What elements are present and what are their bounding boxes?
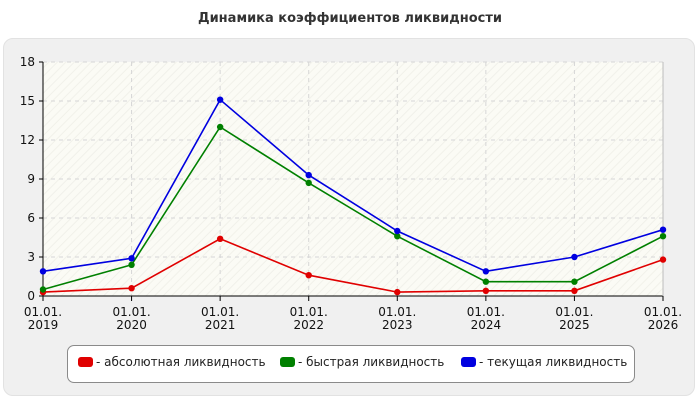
y-tick-label: 0 — [27, 289, 35, 303]
data-point — [394, 288, 401, 296]
y-tick-label: 9 — [27, 172, 35, 186]
data-point — [128, 255, 135, 262]
data-point — [216, 96, 224, 103]
data-point — [571, 278, 578, 285]
y-tick-label: 6 — [27, 211, 35, 225]
chart-title: Динамика коэффициентов ликвидности — [198, 11, 502, 26]
x-tick-label: 01.01. 2025 — [555, 305, 593, 332]
legend-label: - абсолютная ликвидность — [96, 355, 266, 369]
data-point — [216, 235, 224, 242]
x-tick-label: 01.01. 2019 — [24, 305, 62, 332]
data-point — [482, 287, 490, 294]
data-point — [39, 268, 47, 275]
x-tick-label: 01.01. 2026 — [644, 305, 682, 332]
data-point — [659, 226, 667, 233]
x-tick-label: 01.01. 2020 — [112, 305, 150, 332]
data-point — [305, 171, 312, 179]
legend-swatch-green — [280, 357, 295, 367]
data-point — [482, 268, 490, 275]
x-tick-label: 01.01. 2023 — [378, 305, 416, 332]
legend-item-current: - текущая ликвидность — [461, 355, 627, 369]
y-tick-label: 12 — [20, 133, 35, 147]
data-point — [571, 253, 578, 261]
data-point — [659, 256, 667, 263]
legend-label: - текущая ликвидность — [479, 355, 628, 369]
legend-swatch-blue — [461, 357, 476, 367]
legend-item-quick: - быстрая ликвидность — [280, 355, 444, 369]
y-tick-label: 18 — [20, 55, 35, 69]
data-point — [128, 261, 135, 268]
x-tick-label: 01.01. 2021 — [201, 305, 239, 332]
series-line-0 — [42, 237, 664, 293]
data-point — [39, 286, 47, 293]
series-line-1 — [42, 125, 664, 291]
x-tick-label: 01.01. 2024 — [467, 305, 505, 332]
legend-label: - быстрая ликвидность — [298, 355, 445, 369]
data-point — [482, 278, 490, 285]
x-tick-label: 01.01. 2022 — [290, 305, 328, 332]
data-point — [305, 179, 312, 187]
data-point — [394, 227, 401, 235]
data-point — [128, 285, 135, 292]
data-point — [216, 123, 224, 131]
legend-swatch-red — [78, 357, 93, 367]
y-tick-label: 15 — [20, 94, 35, 108]
data-point — [571, 287, 578, 294]
chart-legend: - абсолютная ликвидность - быстрая ликви… — [67, 345, 635, 383]
plot-area — [43, 62, 663, 296]
series-line-2 — [42, 98, 664, 273]
data-point — [305, 272, 312, 279]
data-point — [394, 233, 401, 240]
data-point — [659, 233, 667, 240]
y-tick-label: 3 — [27, 250, 35, 264]
legend-item-absolute: - абсолютная ликвидность — [78, 355, 266, 369]
